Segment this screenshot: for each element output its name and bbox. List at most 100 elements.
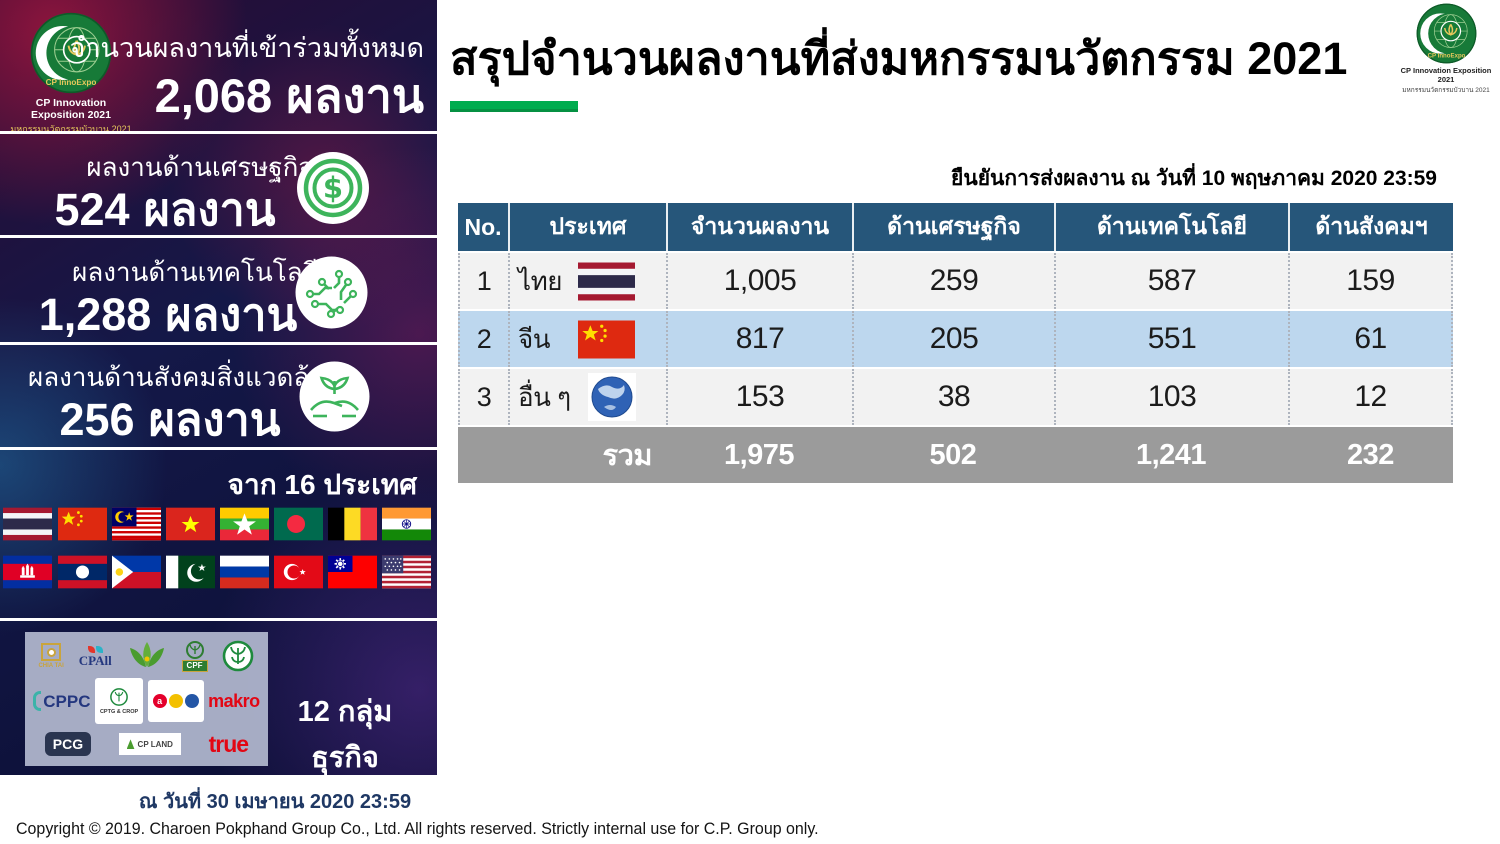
total-entries-unit: ผลงาน	[286, 69, 424, 122]
chia-tai-label: CHIA TAI	[38, 663, 64, 670]
flag-philippines-icon	[112, 555, 161, 589]
cp-group-logo	[222, 640, 254, 672]
country-cell: จีน	[508, 311, 666, 367]
total-cell: 1,975	[666, 427, 852, 483]
table-header-row: No. ประเทศ จำนวนผลงาน ด้านเศรษฐกิจ ด้านเ…	[458, 203, 1453, 251]
logo-caption-th: มหกรรมนวัตกรรมบัวบาน 2021	[10, 124, 132, 134]
cp-land-sprout-icon	[126, 739, 135, 750]
ascend-a-icon: a	[152, 694, 167, 709]
title-accent-bar	[450, 101, 578, 112]
economy-cell: 259	[852, 253, 1054, 309]
col-header-social: ด้านสังคมฯ	[1288, 203, 1453, 251]
flag-bangladesh-icon	[274, 507, 323, 541]
sidebar-as-of-date: ณ วันที่ 30 เมษายน 2020 23:59	[138, 791, 412, 813]
flag-china-icon	[58, 507, 107, 541]
flag-belgium-icon	[328, 507, 377, 541]
logo-caption-en: CP Innovation Exposition 2021	[1400, 66, 1492, 84]
cpf-logo: CPF	[181, 640, 208, 672]
flag-vietnam-icon	[166, 507, 215, 541]
cp-all-leaf-icon	[87, 645, 103, 653]
total-cell: 817	[666, 311, 852, 367]
social-number: 256	[59, 394, 135, 445]
section-divider	[0, 131, 437, 134]
row-number: 2	[458, 311, 508, 367]
economy-cell: 205	[852, 311, 1054, 367]
country-name: อื่น ๆ	[518, 381, 571, 412]
ascend-yellow-icon	[168, 694, 183, 709]
col-header-technology: ด้านเทคโนโลยี	[1054, 203, 1288, 251]
country-name: ไทย	[518, 265, 562, 296]
technology-stat-label: ผลงานด้านเทคโนโลยี	[72, 257, 318, 287]
social-cell: 159	[1288, 253, 1453, 309]
flag-turkey-icon	[274, 555, 323, 589]
total-entries-label: จำนวนผลงานที่เข้าร่วมทั้งหมด	[69, 33, 424, 63]
cp-all-logo: CPAll	[78, 645, 112, 668]
social-cell: 61	[1288, 311, 1453, 367]
flag-thailand-icon	[3, 507, 52, 541]
cp-lotus-logo	[127, 641, 167, 671]
country-cell: อื่น ๆ	[508, 369, 666, 425]
economy-unit: ผลงาน	[143, 184, 276, 235]
cp-land-label: CP LAND	[137, 739, 173, 749]
submissions-table: No. ประเทศ จำนวนผลงาน ด้านเศรษฐกิจ ด้านเ…	[458, 203, 1453, 483]
technology-stat-value: 1,288 ผลงาน	[0, 278, 336, 350]
business-logos-row: PCG CP LAND true	[31, 731, 262, 758]
economy-stat-value: 524 ผลงาน	[0, 173, 330, 245]
makro-logo: makro	[208, 690, 260, 711]
flag-malaysia-icon	[112, 507, 161, 541]
social-cell: 232	[1288, 427, 1453, 483]
true-logo: true	[208, 730, 249, 757]
section-divider	[0, 618, 437, 621]
table-row-others: 3 อื่น ๆ 153 38 103 12	[458, 369, 1453, 425]
logo-caption-en: CP Innovation Exposition 2021	[31, 97, 111, 121]
country-cell: ไทย	[508, 253, 666, 309]
cppc-logo: CPPC	[33, 691, 91, 712]
table-total-row: รวม 1,975 502 1,241 232	[458, 427, 1453, 483]
section-divider	[0, 342, 437, 345]
col-header-no: No.	[458, 203, 508, 251]
cptg-crop-label: CPTG & CROP	[99, 709, 139, 716]
section-divider	[0, 235, 437, 238]
confirmation-note: ยืนยันการส่งผลงาน ณ วันที่ 10 พฤษภาคม 20…	[951, 167, 1437, 190]
flag-india-icon	[382, 507, 431, 541]
cppc-label: CPPC	[43, 691, 91, 711]
country-name: จีน	[518, 323, 551, 354]
economy-stat-label: ผลงานด้านเศรษฐกิจ	[86, 152, 314, 182]
economy-cell: 502	[852, 427, 1054, 483]
technology-cell: 551	[1054, 311, 1288, 367]
flag-usa-icon	[382, 555, 431, 589]
flag-pakistan-icon	[166, 555, 215, 589]
circuit-brain-icon	[295, 256, 368, 329]
economy-number: 524	[54, 184, 130, 235]
pcg-logo: PCG	[44, 732, 91, 757]
chia-tai-mark	[41, 643, 62, 662]
technology-cell: 587	[1054, 253, 1288, 309]
flag-cambodia-icon	[3, 555, 52, 589]
col-header-economy: ด้านเศรษฐกิจ	[852, 203, 1054, 251]
flag-russia-icon	[220, 555, 269, 589]
table-row-china: 2 จีน 817 205 551 61	[458, 311, 1453, 367]
technology-unit: ผลงาน	[165, 289, 298, 340]
cp-all-label: CPAll	[78, 652, 112, 668]
ascend-blue-icon	[184, 694, 199, 709]
cptg-crop-logo: CPTG & CROP	[95, 678, 144, 725]
cp-innoexpo-logo: CP InnoExpo CP Innovation Exposition 202…	[8, 12, 134, 136]
total-row-label: รวม	[458, 427, 666, 483]
countries-count-label: จาก 16 ประเทศ	[227, 469, 417, 500]
cp-innoexpo-logo-icon: CP InnoExpo	[1416, 3, 1476, 64]
money-coin-icon: $	[296, 151, 370, 225]
business-logos-panel: CHIA TAI CPAll CPF CPPC CPTG & CROP a ma…	[25, 632, 268, 766]
business-logos-row: CPPC CPTG & CROP a makro	[31, 678, 262, 725]
total-entries-number: 2,068	[154, 69, 273, 122]
col-header-total: จำนวนผลงาน	[666, 203, 852, 251]
business-logos-row: CHIA TAI CPAll CPF	[31, 640, 262, 672]
cp-innoexpo-logo-right: CP InnoExpo CP Innovation Exposition 202…	[1398, 3, 1494, 95]
technology-cell: 103	[1054, 369, 1288, 425]
social-stat-label: ผลงานด้านสังคมสิ่งแวดล้อม	[27, 362, 343, 392]
sidebar: CP InnoExpo CP Innovation Exposition 202…	[0, 0, 437, 775]
hands-leaf-icon	[299, 361, 370, 432]
table-row-thailand: 1 ไทย 1,005 259 587 159	[458, 253, 1453, 309]
chia-tai-logo: CHIA TAI	[38, 643, 64, 670]
social-stat-value: 256 ผลงาน	[5, 383, 335, 455]
